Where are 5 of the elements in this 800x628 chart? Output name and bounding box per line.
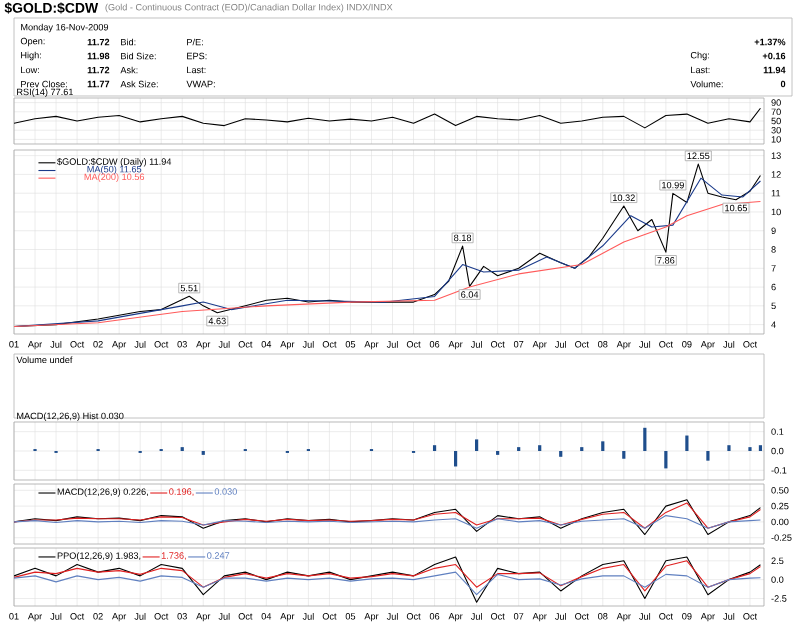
line-series xyxy=(14,571,761,596)
line-series xyxy=(14,200,761,328)
line-series xyxy=(14,107,761,129)
line-series xyxy=(14,560,761,592)
line-series xyxy=(14,556,761,603)
